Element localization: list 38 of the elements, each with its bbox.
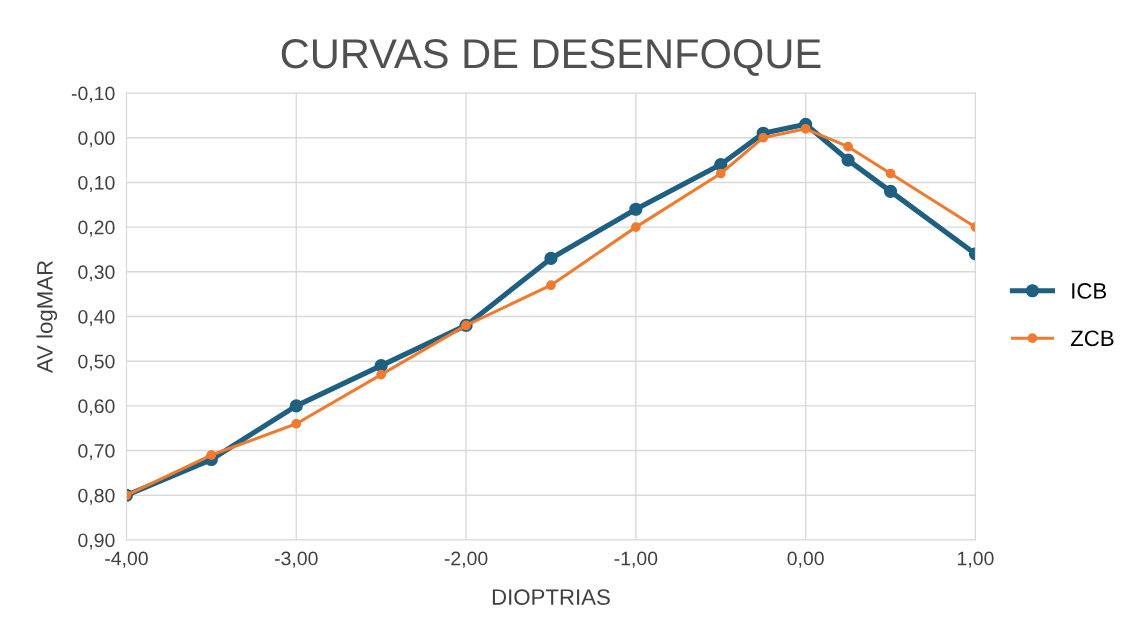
point (630, 222, 641, 232)
point (758, 132, 769, 143)
point (291, 418, 302, 429)
x-tick-label: -2,00 (444, 551, 488, 568)
y-tick-label: 0,00 (78, 131, 115, 148)
point (544, 251, 558, 266)
y-tick-label: 0,50 (78, 354, 115, 371)
point (800, 123, 811, 134)
point (629, 202, 643, 216)
point (546, 280, 556, 291)
point (715, 168, 726, 179)
x-tick-label: -1,00 (614, 551, 658, 568)
point (289, 399, 303, 413)
point (885, 168, 896, 179)
point (843, 141, 853, 152)
chart-title: CURVAS DE DESENFOQUE (281, 38, 821, 76)
y-tick-label: 0,70 (78, 444, 115, 461)
x-axis-title: DIOPTRIAS (492, 589, 610, 605)
y-tick-label: 0,60 (78, 399, 115, 416)
y-tick-label: 0,30 (78, 265, 115, 282)
x-tick-label: -4,00 (105, 551, 148, 568)
x-tick-label: 0,00 (787, 551, 824, 568)
legend-label: ZCB (1070, 330, 1114, 347)
y-axis-title: AV logMAR (36, 260, 58, 374)
point (374, 359, 388, 373)
y-tick-label: 0,90 (78, 533, 115, 550)
y-tick-label: -0,10 (71, 86, 115, 103)
point (841, 153, 855, 167)
point (883, 184, 898, 198)
y-tick-label: 0,80 (78, 488, 115, 505)
legend-label: ICB (1072, 283, 1107, 299)
point (376, 369, 387, 380)
x-tick-label: -3,00 (274, 551, 318, 568)
point (206, 450, 217, 460)
y-tick-label: 0,40 (78, 309, 115, 327)
y-tick-label: 0,20 (78, 220, 115, 237)
y-tick-label: 0,10 (78, 175, 115, 192)
x-tick-label: 1,00 (958, 551, 994, 568)
